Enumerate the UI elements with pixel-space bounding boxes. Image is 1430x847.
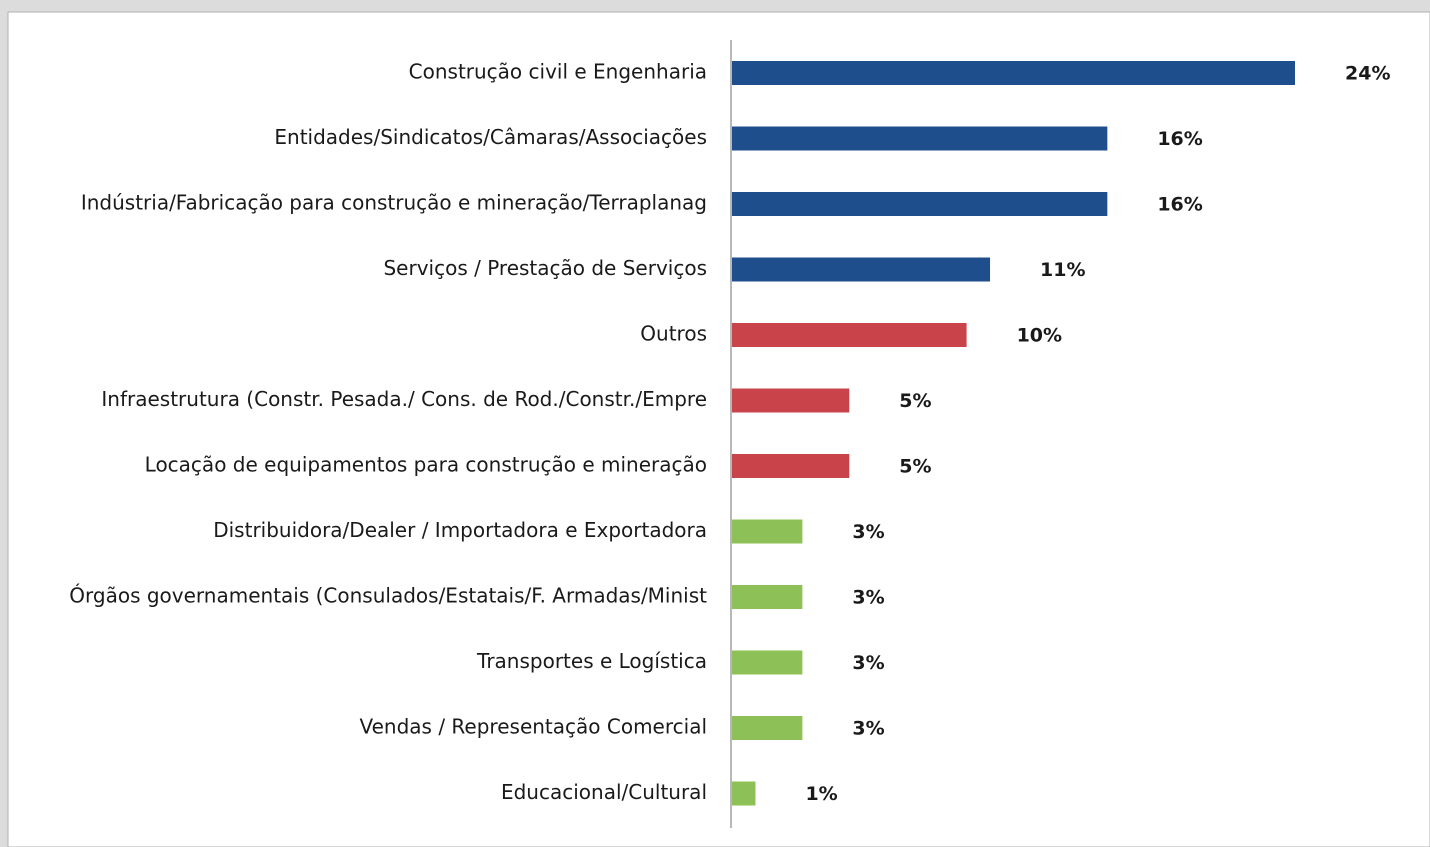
value-label: 5% bbox=[899, 390, 931, 412]
value-label: 10% bbox=[1017, 325, 1062, 347]
category-label: Infraestrutura (Constr. Pesada./ Cons. d… bbox=[101, 387, 707, 411]
bar bbox=[732, 454, 850, 478]
bar bbox=[732, 257, 991, 282]
category-label: Órgãos governamentais (Consulados/Estata… bbox=[69, 584, 707, 608]
bar bbox=[732, 650, 803, 675]
bar bbox=[732, 388, 850, 413]
category-label: Construção civil e Engenharia bbox=[409, 60, 707, 84]
category-label: Serviços / Prestação de Serviços bbox=[383, 256, 707, 280]
value-label: 3% bbox=[852, 521, 884, 543]
value-label: 24% bbox=[1345, 63, 1390, 85]
value-label: 5% bbox=[899, 456, 931, 478]
category-label: Outros bbox=[640, 322, 707, 346]
chart-panel bbox=[7, 11, 1430, 847]
bar bbox=[732, 519, 803, 544]
bar bbox=[732, 192, 1108, 216]
category-label: Educacional/Cultural bbox=[501, 780, 707, 804]
value-label: 1% bbox=[805, 783, 837, 805]
value-label: 3% bbox=[852, 587, 884, 609]
bar bbox=[732, 781, 756, 806]
category-label: Locação de equipamentos para construção … bbox=[145, 453, 707, 477]
value-label: 3% bbox=[852, 652, 884, 674]
bar bbox=[732, 126, 1108, 151]
bar bbox=[732, 716, 803, 740]
category-label: Vendas / Representação Comercial bbox=[360, 715, 708, 739]
bar bbox=[732, 323, 967, 347]
value-label: 3% bbox=[852, 718, 884, 740]
category-label: Entidades/Sindicatos/Câmaras/Associações bbox=[274, 125, 707, 149]
value-label: 11% bbox=[1040, 259, 1085, 281]
value-label: 16% bbox=[1157, 128, 1202, 150]
category-label: Transportes e Logística bbox=[476, 649, 707, 673]
category-label: Indústria/Fabricação para construção e m… bbox=[81, 191, 707, 215]
category-label: Distribuidora/Dealer / Importadora e Exp… bbox=[213, 518, 707, 542]
bar bbox=[732, 61, 1295, 85]
value-label: 16% bbox=[1157, 194, 1202, 216]
bar bbox=[732, 585, 803, 609]
